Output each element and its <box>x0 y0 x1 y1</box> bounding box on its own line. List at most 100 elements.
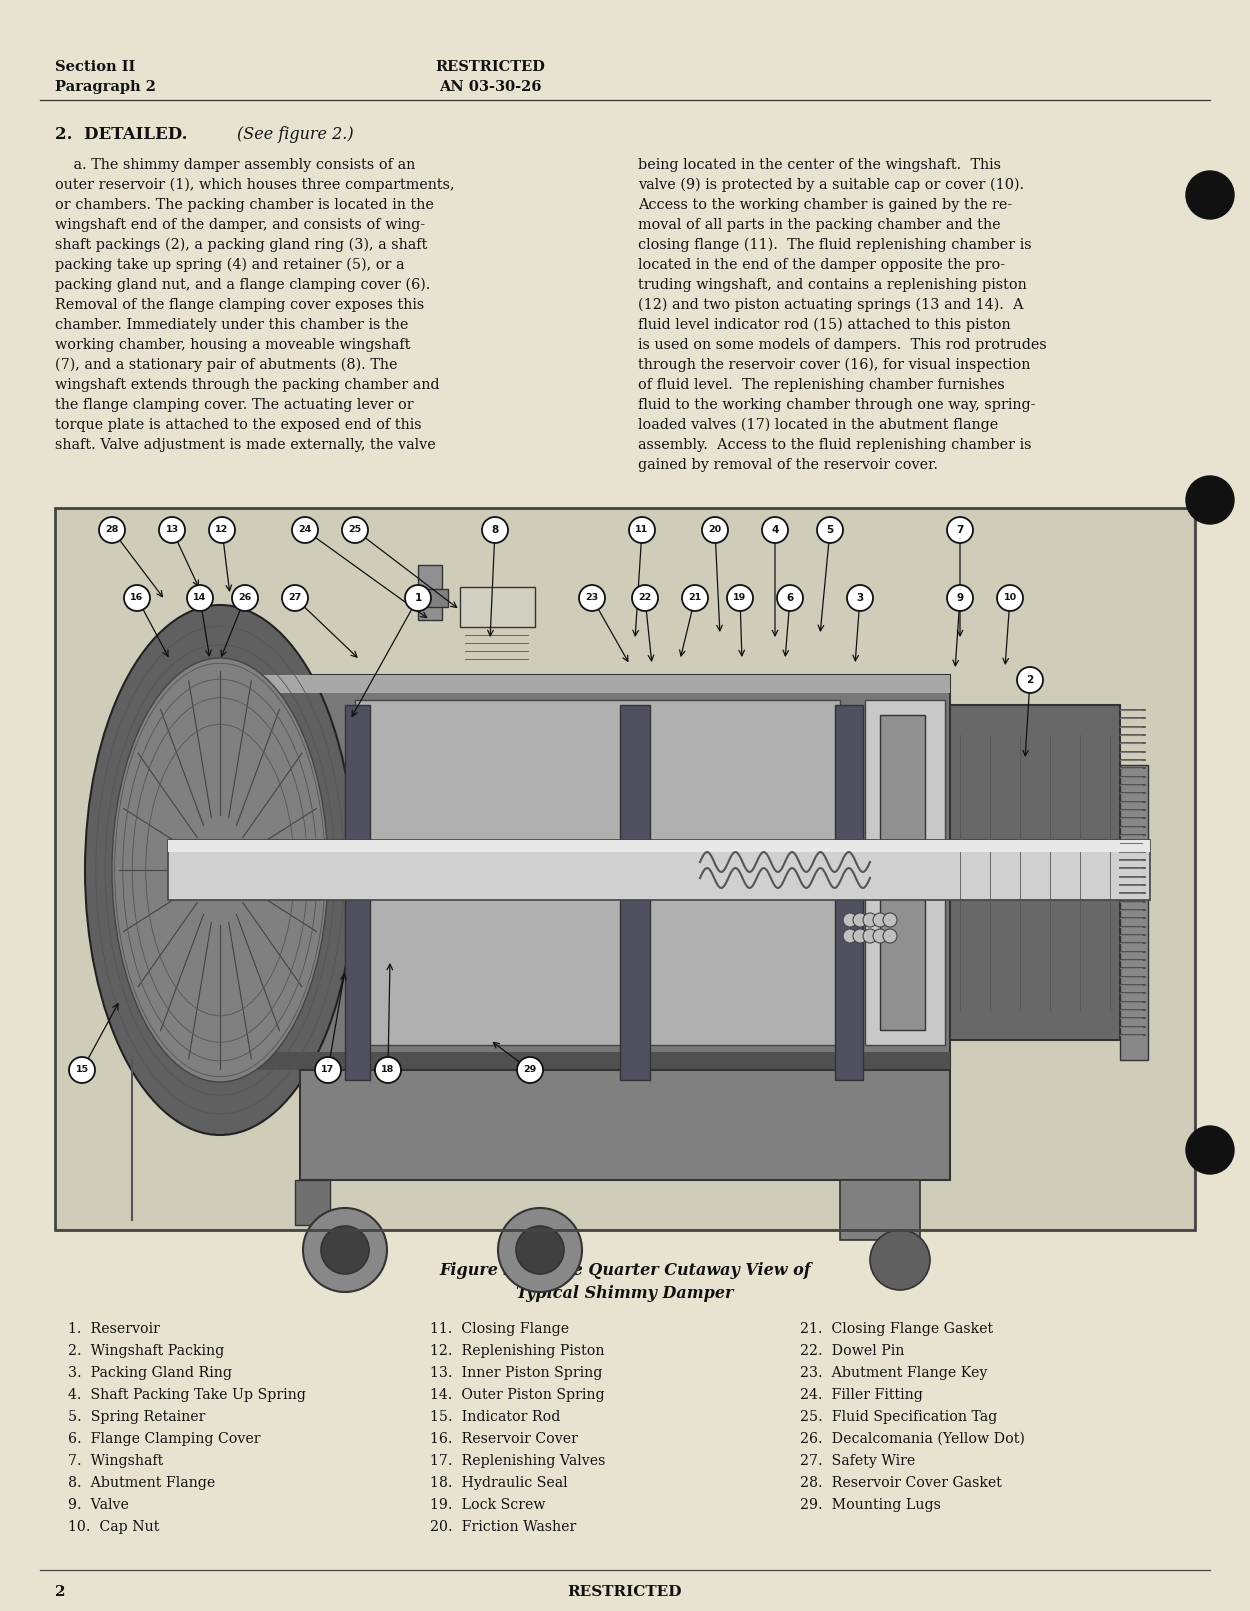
Text: (7), and a stationary pair of abutments (8). The: (7), and a stationary pair of abutments … <box>55 358 398 372</box>
Circle shape <box>842 913 858 926</box>
Circle shape <box>516 1226 564 1274</box>
Bar <box>220 675 950 693</box>
Text: 8: 8 <box>491 525 499 535</box>
Text: 10: 10 <box>1004 593 1016 603</box>
Text: wingshaft extends through the packing chamber and: wingshaft extends through the packing ch… <box>55 379 440 391</box>
Text: RESTRICTED: RESTRICTED <box>568 1585 682 1600</box>
Circle shape <box>632 585 658 611</box>
Text: a. The shimmy damper assembly consists of an: a. The shimmy damper assembly consists o… <box>55 158 415 172</box>
Circle shape <box>853 930 868 942</box>
Circle shape <box>629 517 655 543</box>
Circle shape <box>870 1231 930 1290</box>
Bar <box>58 511 1192 1228</box>
Text: 24.  Filler Fitting: 24. Filler Fitting <box>800 1389 922 1402</box>
Text: 10.  Cap Nut: 10. Cap Nut <box>68 1521 160 1534</box>
Text: wingshaft end of the damper, and consists of wing-: wingshaft end of the damper, and consist… <box>55 217 425 232</box>
Text: gained by removal of the reservoir cover.: gained by removal of the reservoir cover… <box>638 458 938 472</box>
Text: 4: 4 <box>771 525 779 535</box>
Text: 2: 2 <box>55 1585 65 1600</box>
Text: AN 03-30-26: AN 03-30-26 <box>439 81 541 93</box>
Text: being located in the center of the wingshaft.  This: being located in the center of the wings… <box>638 158 1001 172</box>
Text: torque plate is attached to the exposed end of this: torque plate is attached to the exposed … <box>55 417 421 432</box>
Bar <box>840 1179 920 1240</box>
Text: 2.  DETAILED.: 2. DETAILED. <box>55 126 188 143</box>
Circle shape <box>762 517 788 543</box>
Text: 6: 6 <box>786 593 794 603</box>
Text: loaded valves (17) located in the abutment flange: loaded valves (17) located in the abutme… <box>638 417 999 432</box>
Text: 27: 27 <box>289 593 301 603</box>
Circle shape <box>99 517 125 543</box>
Circle shape <box>498 1208 582 1292</box>
Text: through the reservoir cover (16), for visual inspection: through the reservoir cover (16), for vi… <box>638 358 1030 372</box>
Text: 18: 18 <box>381 1065 395 1075</box>
Text: 9.  Valve: 9. Valve <box>68 1498 129 1513</box>
Text: 7.  Wingshaft: 7. Wingshaft <box>68 1455 164 1468</box>
Bar <box>418 565 442 620</box>
Circle shape <box>882 913 898 926</box>
Circle shape <box>321 1226 369 1274</box>
Text: 12.  Replenishing Piston: 12. Replenishing Piston <box>430 1344 605 1358</box>
Text: truding wingshaft, and contains a replenishing piston: truding wingshaft, and contains a replen… <box>638 279 1026 292</box>
Bar <box>412 590 447 607</box>
Text: of fluid level.  The replenishing chamber furnishes: of fluid level. The replenishing chamber… <box>638 379 1005 391</box>
Text: 24: 24 <box>299 525 311 535</box>
Circle shape <box>948 585 972 611</box>
Circle shape <box>375 1057 401 1083</box>
Bar <box>865 701 945 1046</box>
Ellipse shape <box>112 657 328 1083</box>
Circle shape <box>302 1208 388 1292</box>
Bar <box>880 715 925 1029</box>
Text: 13.  Inner Piston Spring: 13. Inner Piston Spring <box>430 1366 602 1381</box>
Text: 13: 13 <box>165 525 179 535</box>
Text: 29.  Mounting Lugs: 29. Mounting Lugs <box>800 1498 941 1513</box>
Circle shape <box>1017 667 1042 693</box>
Text: assembly.  Access to the fluid replenishing chamber is: assembly. Access to the fluid replenishi… <box>638 438 1031 453</box>
Text: 14: 14 <box>194 593 206 603</box>
Circle shape <box>872 913 887 926</box>
Text: 28: 28 <box>105 525 119 535</box>
Circle shape <box>703 517 728 543</box>
Text: Typical Shimmy Damper: Typical Shimmy Damper <box>516 1286 734 1302</box>
Bar <box>55 507 1195 1231</box>
Text: 3: 3 <box>856 593 864 603</box>
Bar <box>355 701 840 1046</box>
Circle shape <box>209 517 235 543</box>
Bar <box>620 706 650 1079</box>
Text: 28.  Reservoir Cover Gasket: 28. Reservoir Cover Gasket <box>800 1476 1002 1490</box>
Text: 9: 9 <box>956 593 964 603</box>
Circle shape <box>778 585 802 611</box>
Ellipse shape <box>85 606 355 1136</box>
Circle shape <box>518 1057 542 1083</box>
Circle shape <box>482 517 508 543</box>
Text: moval of all parts in the packing chamber and the: moval of all parts in the packing chambe… <box>638 217 1000 232</box>
Text: 11.  Closing Flange: 11. Closing Flange <box>430 1323 569 1336</box>
Text: shaft packings (2), a packing gland ring (3), a shaft: shaft packings (2), a packing gland ring… <box>55 238 428 253</box>
Text: 27.  Safety Wire: 27. Safety Wire <box>800 1455 915 1468</box>
Circle shape <box>948 517 972 543</box>
Circle shape <box>69 1057 95 1083</box>
Bar <box>345 706 370 1079</box>
Text: 23: 23 <box>585 593 599 603</box>
Text: the flange clamping cover. The actuating lever or: the flange clamping cover. The actuating… <box>55 398 414 412</box>
Circle shape <box>682 585 707 611</box>
Bar <box>1120 765 1148 1060</box>
Text: 14.  Outer Piston Spring: 14. Outer Piston Spring <box>430 1389 605 1402</box>
Text: 8.  Abutment Flange: 8. Abutment Flange <box>68 1476 215 1490</box>
Text: fluid to the working chamber through one way, spring-: fluid to the working chamber through one… <box>638 398 1035 412</box>
Text: valve (9) is protected by a suitable cap or cover (10).: valve (9) is protected by a suitable cap… <box>638 177 1024 192</box>
Circle shape <box>188 585 213 611</box>
Text: 5: 5 <box>826 525 834 535</box>
Text: located in the end of the damper opposite the pro-: located in the end of the damper opposit… <box>638 258 1005 272</box>
Text: Removal of the flange clamping cover exposes this: Removal of the flange clamping cover exp… <box>55 298 424 313</box>
Bar <box>168 839 1150 901</box>
Text: 2.  Wingshaft Packing: 2. Wingshaft Packing <box>68 1344 224 1358</box>
Text: 4.  Shaft Packing Take Up Spring: 4. Shaft Packing Take Up Spring <box>68 1389 306 1402</box>
Bar <box>220 675 950 1070</box>
Bar <box>168 839 1150 852</box>
Bar <box>835 706 862 1079</box>
Text: 18.  Hydraulic Seal: 18. Hydraulic Seal <box>430 1476 568 1490</box>
Circle shape <box>232 585 258 611</box>
Text: 16.  Reservoir Cover: 16. Reservoir Cover <box>430 1432 578 1447</box>
Text: 5.  Spring Retainer: 5. Spring Retainer <box>68 1410 205 1424</box>
Circle shape <box>342 517 367 543</box>
